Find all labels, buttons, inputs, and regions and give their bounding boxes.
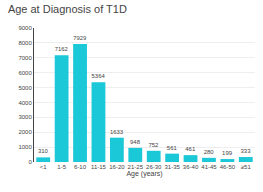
svg-text:461: 461 (185, 146, 196, 152)
svg-text:7929: 7929 (73, 35, 86, 41)
svg-text:≥51: ≥51 (241, 164, 252, 170)
svg-text:280: 280 (204, 149, 215, 155)
svg-text:0: 0 (28, 159, 32, 165)
svg-text:21-25: 21-25 (128, 164, 144, 170)
svg-text:199: 199 (222, 150, 233, 156)
svg-text:1000: 1000 (18, 144, 32, 150)
svg-text:5364: 5364 (92, 73, 106, 79)
svg-text:26-30: 26-30 (146, 164, 162, 170)
svg-text:1-5: 1-5 (57, 164, 66, 170)
svg-text:3000: 3000 (18, 114, 32, 120)
svg-text:1633: 1633 (110, 129, 124, 135)
svg-text:6000: 6000 (18, 70, 32, 76)
svg-text:Age (years): Age (years) (126, 170, 162, 178)
svg-text:2000: 2000 (18, 129, 32, 135)
svg-text:46-50: 46-50 (220, 164, 236, 170)
svg-text:9000: 9000 (18, 25, 32, 31)
svg-text:561: 561 (167, 145, 178, 151)
svg-text:36-40: 36-40 (183, 164, 199, 170)
svg-text:31-35: 31-35 (164, 164, 180, 170)
svg-text:<1: <1 (40, 164, 48, 170)
svg-text:41-45: 41-45 (201, 164, 217, 170)
svg-text:5000: 5000 (18, 85, 32, 91)
svg-text:16-20: 16-20 (109, 164, 125, 170)
svg-text:948: 948 (130, 139, 141, 145)
svg-text:7162: 7162 (55, 46, 68, 52)
svg-text:Age at Diagnosis of T1D: Age at Diagnosis of T1D (8, 3, 127, 15)
svg-text:11-15: 11-15 (91, 164, 107, 170)
svg-text:4000: 4000 (18, 100, 32, 106)
svg-text:752: 752 (148, 142, 159, 148)
svg-text:8000: 8000 (18, 40, 32, 46)
svg-text:6-10: 6-10 (74, 164, 87, 170)
svg-text:7000: 7000 (18, 55, 32, 61)
svg-text:333: 333 (240, 148, 251, 154)
svg-text:310: 310 (38, 148, 49, 154)
